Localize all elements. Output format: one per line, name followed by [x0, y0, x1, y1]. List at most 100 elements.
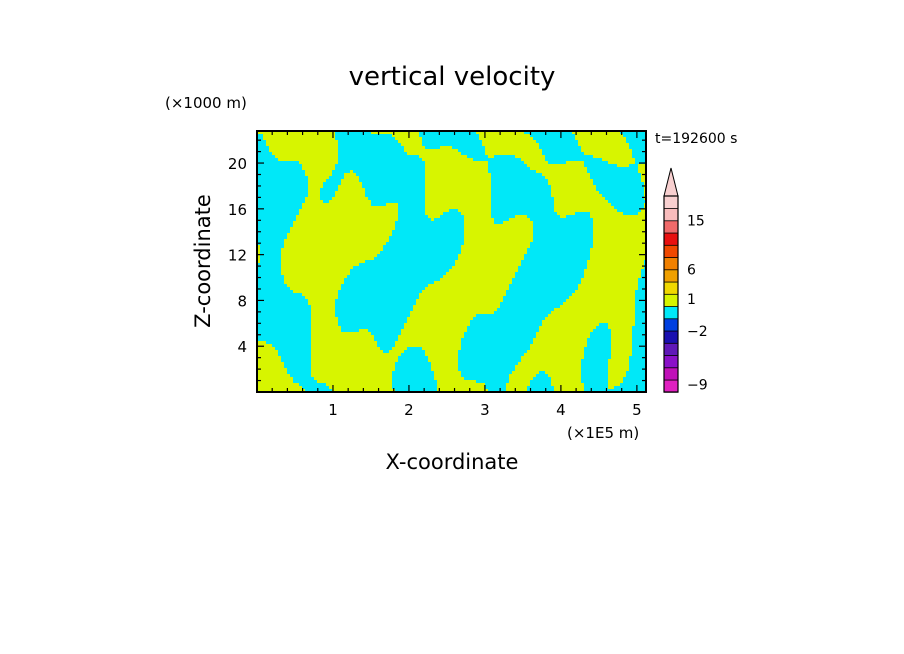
field-cell — [278, 353, 312, 357]
field-cell — [464, 335, 537, 339]
field-cell — [326, 383, 393, 387]
field-cell — [290, 227, 396, 231]
field-cell — [464, 377, 510, 381]
field-cell — [632, 335, 646, 339]
field-cell — [371, 203, 387, 207]
field-cell — [425, 179, 492, 183]
field-cell — [464, 230, 534, 234]
field-cell — [638, 212, 646, 216]
field-cell — [353, 170, 426, 174]
field-cell — [257, 272, 282, 276]
field-cell — [569, 296, 636, 300]
field-cell — [638, 167, 646, 171]
field-cell — [581, 278, 639, 282]
field-cell — [530, 218, 594, 222]
field-cell — [512, 371, 540, 375]
field-cell — [554, 308, 636, 312]
field-cell — [575, 137, 627, 141]
field-cell — [608, 368, 630, 372]
field-cell — [587, 167, 639, 171]
field-cell — [308, 299, 336, 303]
field-cell — [551, 311, 636, 315]
field-cell — [305, 389, 333, 392]
field-cell — [257, 185, 309, 189]
field-cell — [512, 278, 582, 282]
x-tick-label: 3 — [480, 401, 490, 419]
field-cell — [257, 170, 306, 174]
field-cell — [257, 131, 336, 135]
field-cell — [311, 347, 381, 351]
field-cell — [629, 368, 646, 372]
field-cell — [593, 239, 646, 243]
field-cell — [335, 314, 411, 318]
field-cell — [257, 260, 261, 264]
field-cell — [584, 347, 612, 351]
field-cell — [257, 278, 285, 282]
colorbar-frame — [663, 195, 679, 393]
field-cell — [491, 176, 546, 180]
field-cell — [461, 347, 531, 351]
field-cell — [398, 215, 429, 219]
field-cell — [374, 257, 459, 261]
field-cell — [521, 158, 546, 162]
field-cell — [386, 203, 399, 207]
field-cell — [311, 341, 378, 345]
field-cell — [539, 143, 579, 147]
field-cell — [398, 212, 426, 216]
field-cell — [338, 320, 408, 324]
field-cell — [434, 281, 513, 285]
field-cell — [308, 176, 330, 180]
field-cell — [428, 215, 441, 219]
field-cell — [365, 260, 456, 264]
field-cell — [470, 320, 543, 324]
field-cell — [425, 164, 489, 168]
field-cell — [593, 218, 646, 222]
field-cell — [425, 353, 459, 357]
field-cell — [590, 335, 612, 339]
field-cell — [593, 233, 646, 237]
field-cell — [581, 380, 609, 384]
field-cell — [578, 287, 639, 291]
field-cell — [257, 374, 291, 378]
field-cell — [311, 329, 342, 333]
x-unit-label: (×1E5 m) — [567, 424, 639, 442]
field-cell — [494, 221, 504, 225]
field-cell — [485, 152, 543, 156]
field-cell — [311, 374, 393, 378]
field-cell — [341, 179, 360, 183]
field-cell — [302, 203, 372, 207]
field-cell — [257, 182, 309, 186]
colorbar-tick-label: −2 — [687, 324, 708, 340]
field-cell — [425, 185, 492, 189]
field-cell — [497, 308, 555, 312]
field-cell — [335, 191, 366, 195]
field-cell — [461, 371, 513, 375]
field-cell — [503, 299, 567, 303]
field-cell — [488, 389, 507, 392]
field-cell — [257, 197, 306, 201]
field-cell — [617, 209, 642, 213]
field-cell — [398, 356, 429, 360]
field-cell — [491, 188, 552, 192]
field-cell — [623, 134, 646, 138]
field-cell — [620, 131, 646, 135]
field-cell — [551, 377, 582, 381]
field-cell — [377, 254, 459, 258]
field-cell — [338, 158, 423, 162]
field-cell — [338, 293, 420, 297]
field-cell — [311, 332, 372, 336]
field-cell — [518, 266, 588, 270]
field-cell — [275, 155, 339, 159]
field-cell — [506, 293, 573, 297]
field-cell — [398, 359, 429, 363]
field-cell — [491, 197, 555, 201]
field-cell — [434, 218, 465, 222]
field-cell — [629, 362, 646, 366]
field-cell — [641, 179, 646, 183]
field-cell — [464, 332, 537, 336]
contour-field — [257, 131, 646, 392]
field-cell — [257, 332, 312, 336]
field-cell — [311, 365, 396, 369]
field-cell — [257, 287, 291, 291]
field-cell — [593, 182, 645, 186]
